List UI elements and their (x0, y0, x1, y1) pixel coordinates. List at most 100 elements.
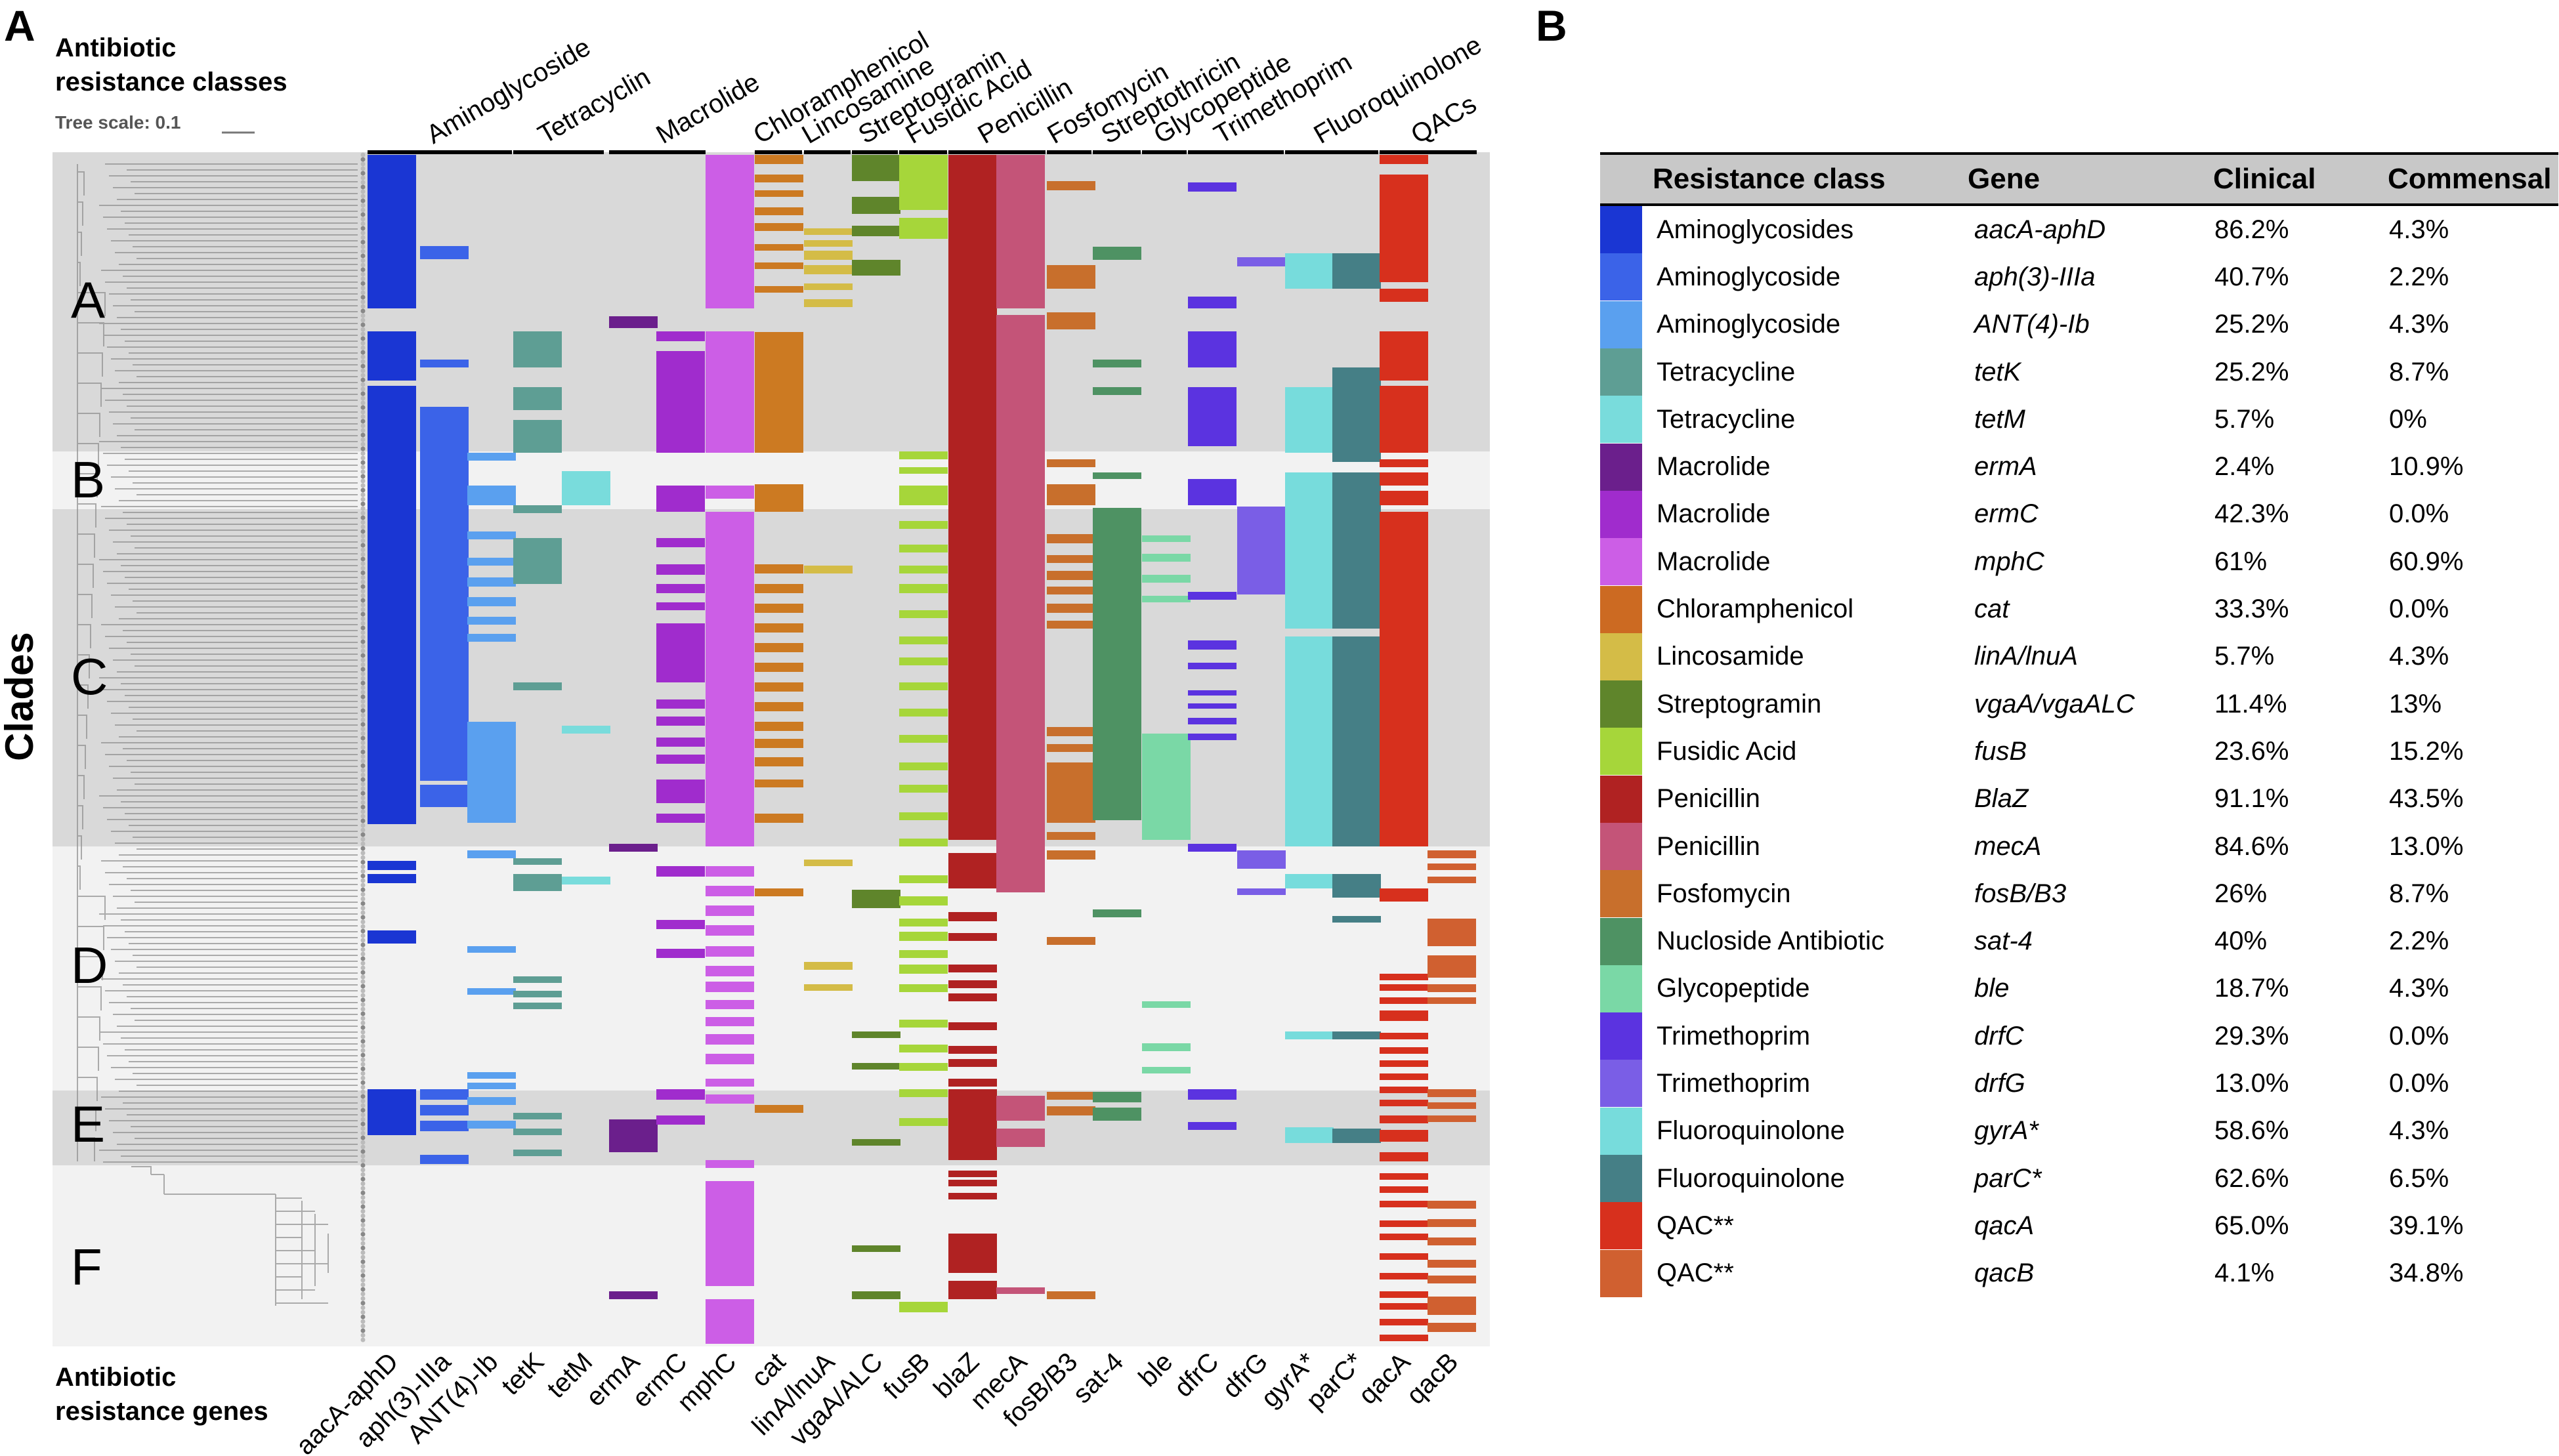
heatmap-cell (706, 905, 754, 916)
heatmap-column-4 (562, 471, 610, 884)
leaf-dot (360, 892, 366, 897)
classes-heading-line1: Antibiotic (55, 33, 176, 62)
leaf-dot (360, 883, 366, 888)
clinical-cell: 42.3% (2214, 499, 2289, 529)
leaf-dot (360, 685, 366, 690)
gene-cell: qacA (1974, 1211, 2035, 1240)
heatmap-cell (1380, 1087, 1428, 1093)
heatmap-cell (804, 984, 853, 991)
heatmap-cell (852, 1291, 900, 1299)
leaf-dot (360, 1030, 366, 1035)
leaf-dot (360, 1052, 366, 1058)
tree-scale-label: Tree scale: 0.1 (55, 112, 180, 133)
leaf-dot (360, 1323, 366, 1329)
heatmap-cell (562, 877, 610, 884)
leaf-dot (360, 465, 366, 470)
gene-cell: mphC (1974, 547, 2044, 576)
color-swatch (1600, 1012, 1642, 1060)
leaf-dot (360, 1140, 366, 1145)
color-swatch (1600, 1202, 1642, 1250)
heatmap-cell (948, 1281, 997, 1299)
color-swatch-cell (1600, 538, 1642, 586)
leaf-dot (360, 520, 366, 525)
heatmap-cell (1285, 1031, 1334, 1039)
heatmap-cell (420, 360, 469, 367)
heatmap-cell (852, 890, 900, 908)
heatmap-cell (1285, 387, 1334, 453)
heatmap-cell (706, 331, 754, 453)
heatmap-cell (1380, 1253, 1428, 1260)
leaf-dot (360, 676, 366, 681)
commensal-cell: 10.9% (2389, 452, 2464, 482)
leaf-dot (360, 653, 366, 658)
heatmap-cell (899, 451, 948, 459)
heatmap-cell (706, 886, 754, 896)
leaf-dot (360, 1117, 366, 1122)
heatmap-cell (513, 874, 562, 891)
leaf-dot (360, 437, 366, 442)
clinical-cell: 25.2% (2214, 357, 2289, 386)
heatmap-cell (513, 505, 562, 513)
commensal-cell: 8.7% (2389, 357, 2449, 386)
heatmap-cell (513, 1129, 562, 1135)
heatmap-cell (513, 1113, 562, 1119)
heatmap-cell (948, 1089, 997, 1160)
heatmap-cell (1380, 289, 1428, 302)
leaf-dot (360, 506, 366, 511)
commensal-cell: 2.2% (2389, 926, 2449, 956)
leaf-dot (360, 515, 366, 520)
leaf-dot (360, 304, 366, 309)
table-row: QAC** qacA 65.0% 39.1% (1600, 1202, 2558, 1250)
table-row: Tetracycline tetM 5.7% 0% (1600, 396, 2558, 444)
leaf-dot (360, 478, 366, 484)
heatmap-cell (467, 634, 516, 642)
clinical-cell: 2.4% (2214, 452, 2275, 482)
heatmap-cell (656, 814, 705, 823)
heatmap-cell (1285, 253, 1334, 289)
heatmap-cell (948, 1180, 997, 1186)
heatmap-cell (368, 155, 416, 308)
heatmap-cell (1380, 1220, 1428, 1227)
leaf-dot (360, 368, 366, 373)
heatmap-cell (368, 386, 416, 824)
commensal-cell: 39.1% (2389, 1211, 2464, 1240)
leaf-dot (360, 1103, 366, 1108)
leaf-dot (360, 947, 366, 952)
leaf-dot (360, 988, 366, 993)
class-header-fluoroquinolone: Fluoroquinolone (1309, 30, 1487, 150)
color-swatch (1600, 633, 1642, 680)
gene-cell: aacA-aphD (1974, 215, 2106, 244)
heatmap-column-9 (804, 228, 853, 991)
heatmap-cell (513, 1003, 562, 1009)
heatmap-cell (467, 597, 516, 606)
heatmap-cell (656, 1089, 705, 1100)
heatmap-cell (656, 354, 705, 453)
leaf-dot (360, 547, 366, 552)
class-cell: Chloramphenicol (1657, 594, 1854, 624)
leaf-dot (360, 217, 366, 222)
leaf-dot (360, 405, 366, 410)
heatmap-cell (656, 564, 705, 575)
heatmap-cell (755, 207, 803, 215)
table-row: Nucloside Antibiotic sat-4 40% 2.2% (1600, 917, 2558, 965)
color-swatch (1600, 1060, 1642, 1108)
commensal-cell: 4.3% (2389, 642, 2449, 671)
heatmap-cell (755, 175, 803, 182)
commensal-cell: 4.3% (2389, 310, 2449, 339)
leaf-dot (360, 1337, 366, 1342)
heatmap-cell (1428, 850, 1476, 858)
class-cell: Aminoglycoside (1657, 262, 1841, 291)
heatmap-cell (368, 874, 416, 883)
gene-label-21: qacA (1353, 1347, 1416, 1410)
leaf-dot (360, 354, 366, 360)
heatmap-cell (1428, 1297, 1476, 1315)
class-cell: Aminoglycoside (1657, 310, 1841, 339)
heatmap-column-13 (996, 155, 1045, 1294)
heatmap-cell (656, 584, 705, 593)
leaf-dot (360, 804, 366, 810)
heatmap-column-17 (1188, 182, 1237, 1130)
color-swatch-cell (1600, 348, 1642, 396)
leaf-dot (360, 350, 366, 355)
heatmap-cell (706, 486, 754, 499)
heatmap-cell (1142, 535, 1191, 542)
